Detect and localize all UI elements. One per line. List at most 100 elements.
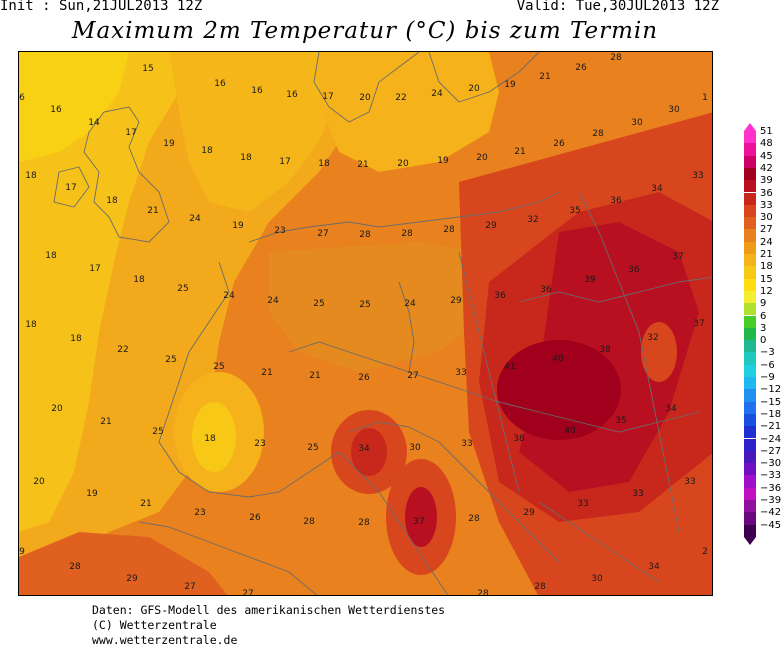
init-time-label: Init : Sun,21JUL2013 12Z bbox=[0, 0, 203, 14]
legend-label: −27 bbox=[760, 445, 781, 457]
field-north-italy-peak bbox=[351, 428, 387, 476]
legend-label: 3 bbox=[760, 322, 767, 334]
temperature-value: 16 bbox=[214, 79, 226, 89]
temperature-value: 24 bbox=[431, 89, 443, 99]
temperature-value: 28 bbox=[303, 517, 315, 527]
legend-swatch bbox=[744, 413, 756, 427]
legend-label: −42 bbox=[760, 507, 781, 519]
legend-label: 45 bbox=[760, 150, 773, 162]
legend-label: 18 bbox=[760, 261, 773, 273]
legend-swatch bbox=[744, 192, 756, 205]
temperature-value: 26 bbox=[575, 63, 587, 73]
legend-swatch bbox=[744, 438, 756, 451]
temperature-value: 18 bbox=[240, 153, 252, 163]
temperature-value: 29 bbox=[523, 508, 535, 518]
legend-swatch bbox=[744, 401, 756, 414]
legend-swatch bbox=[744, 278, 756, 291]
temperature-value: 25 bbox=[177, 284, 188, 294]
legend-swatch bbox=[744, 204, 756, 218]
legend-label: 27 bbox=[760, 224, 773, 236]
valid-time-label: Valid: Tue,30JUL2013 12Z bbox=[516, 0, 719, 14]
temperature-value: 22 bbox=[395, 93, 406, 103]
temperature-value: 33 bbox=[577, 499, 588, 509]
field-france-cooler bbox=[192, 402, 236, 472]
legend-swatch bbox=[744, 155, 756, 168]
temperature-value: 32 bbox=[527, 215, 538, 225]
legend-label: 39 bbox=[760, 175, 773, 187]
temperature-value: 19 bbox=[163, 139, 175, 149]
footer-source: Daten: GFS-Modell des amerikanischen Wet… bbox=[92, 603, 446, 617]
legend-label: 0 bbox=[760, 335, 767, 347]
temperature-value: 18 bbox=[70, 334, 82, 344]
temperature-value: 18 bbox=[318, 159, 330, 169]
edge-value: 9 bbox=[19, 547, 25, 557]
temperature-value: 28 bbox=[477, 589, 489, 596]
legend-label: −15 bbox=[760, 396, 781, 408]
temperature-value: 18 bbox=[133, 275, 145, 285]
legend-swatch bbox=[744, 254, 756, 267]
temperature-value: 15 bbox=[142, 64, 153, 74]
legend-swatch bbox=[744, 340, 756, 353]
legend-label: 12 bbox=[760, 285, 773, 297]
temperature-value: 18 bbox=[25, 320, 37, 330]
legend-swatch bbox=[744, 512, 756, 525]
legend-swatch bbox=[744, 290, 756, 304]
legend-label: 15 bbox=[760, 273, 773, 285]
temperature-value: 29 bbox=[126, 574, 138, 584]
temperature-value: 28 bbox=[534, 582, 546, 592]
temperature-value: 14 bbox=[88, 118, 100, 128]
temperature-value: 27 bbox=[317, 229, 328, 239]
temperature-value: 21 bbox=[140, 499, 151, 509]
legend-swatch bbox=[744, 377, 756, 390]
map-title: Maximum 2m Temperatur (°C) bis zum Termi… bbox=[71, 18, 659, 44]
temperature-value: 18 bbox=[25, 171, 37, 181]
temperature-value: 21 bbox=[357, 160, 368, 170]
legend-swatch bbox=[744, 327, 756, 341]
legend-label: −9 bbox=[760, 372, 775, 383]
footer-url[interactable]: www.wetterzentrale.de bbox=[92, 633, 238, 647]
temperature-value: 34 bbox=[648, 562, 660, 572]
field-north-sea bbox=[319, 52, 499, 172]
temperature-value: 30 bbox=[591, 574, 603, 584]
temperature-value: 20 bbox=[51, 404, 63, 414]
legend-label: −18 bbox=[760, 408, 781, 420]
legend-swatch bbox=[744, 463, 756, 476]
legend-swatch bbox=[744, 167, 756, 181]
legend-swatch bbox=[744, 303, 756, 316]
temperature-value: 28 bbox=[468, 514, 480, 524]
temperature-value: 41 bbox=[504, 362, 515, 372]
temperature-value: 28 bbox=[401, 229, 413, 239]
field-sw-warm bbox=[19, 532, 228, 595]
temperature-value: 38 bbox=[599, 345, 611, 355]
legend-swatch bbox=[744, 524, 756, 537]
temperature-value: 18 bbox=[106, 196, 118, 206]
temperature-value: 26 bbox=[553, 139, 565, 149]
legend-label: 33 bbox=[760, 199, 773, 211]
temperature-value: 17 bbox=[89, 264, 100, 274]
field-carpathian-cool bbox=[641, 322, 677, 382]
legend-swatch bbox=[744, 143, 756, 156]
temperature-value: 20 bbox=[397, 159, 409, 169]
edge-value: 1 bbox=[702, 93, 708, 103]
field-nw-cold bbox=[19, 52, 129, 162]
temperature-value: 33 bbox=[692, 171, 703, 181]
legend-swatch bbox=[744, 241, 756, 254]
legend-label: −33 bbox=[760, 470, 781, 482]
temperature-value: 20 bbox=[33, 477, 45, 487]
legend-swatch bbox=[744, 315, 756, 328]
temperature-value: 20 bbox=[359, 93, 371, 103]
legend-swatch bbox=[744, 364, 756, 377]
legend-swatch bbox=[744, 180, 756, 193]
legend-label: 51 bbox=[760, 126, 773, 137]
temperature-value: 27 bbox=[407, 371, 418, 381]
temperature-value: 23 bbox=[274, 226, 285, 236]
temperature-value: 33 bbox=[461, 439, 472, 449]
legend-swatch bbox=[744, 266, 756, 279]
field-north-band bbox=[169, 52, 349, 212]
temperature-value: 21 bbox=[261, 368, 272, 378]
temperature-value: 40 bbox=[564, 426, 576, 436]
legend-label: 42 bbox=[760, 162, 773, 174]
temperature-value: 24 bbox=[267, 296, 279, 306]
